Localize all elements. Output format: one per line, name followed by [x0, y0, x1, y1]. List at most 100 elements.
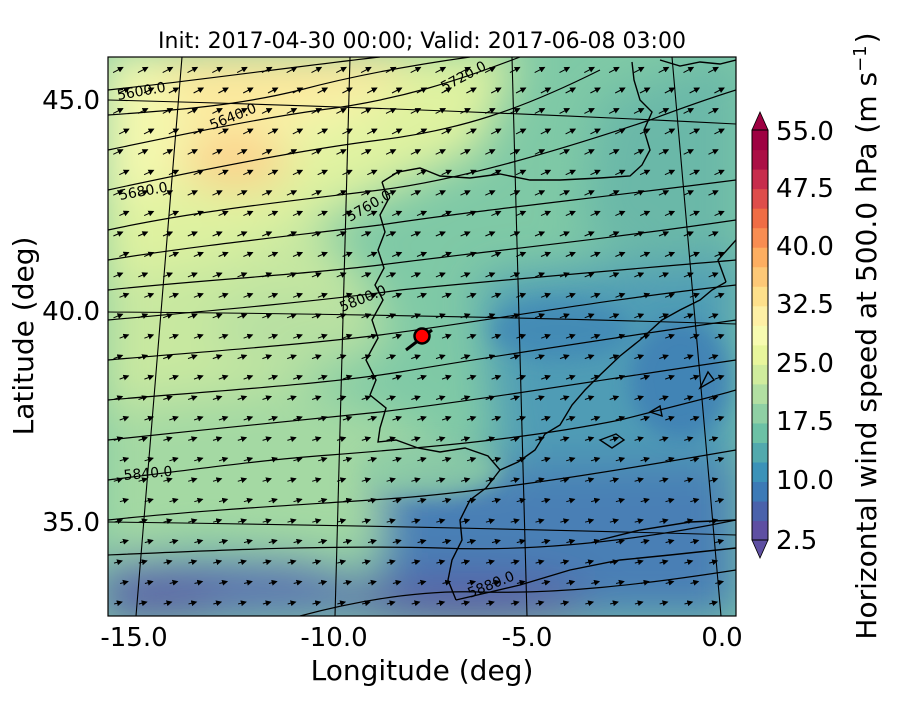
- wind-arrow: [461, 600, 471, 607]
- wind-arrow: [541, 579, 551, 586]
- wind-arrow: [491, 415, 502, 422]
- wind-arrow: [664, 87, 676, 94]
- wind-arrow: [169, 579, 179, 586]
- wind-arrow: [361, 190, 372, 196]
- wind-arrow: [584, 66, 595, 74]
- wind-arrow: [168, 210, 180, 217]
- wind-arrow: [590, 292, 601, 299]
- wind-arrow: [410, 149, 422, 155]
- wind-arrow: [242, 87, 254, 94]
- wind-arrow: [584, 436, 595, 443]
- wind-arrow: [218, 374, 229, 381]
- wind-arrow: [342, 87, 353, 94]
- wind-arrow: [336, 66, 347, 74]
- wind-arrow: [441, 210, 452, 217]
- wind-arrow: [708, 149, 719, 155]
- wind-arrow: [243, 374, 254, 381]
- wind-arrow: [188, 559, 198, 566]
- wind-arrow: [540, 169, 552, 176]
- wind-arrow: [466, 456, 477, 463]
- wind-arrow: [590, 333, 601, 340]
- wind-arrow: [162, 108, 174, 114]
- wind-arrow: [416, 210, 428, 217]
- colorbar-segment: [752, 461, 768, 483]
- wind-arrow: [311, 190, 323, 196]
- wind-arrow: [162, 66, 174, 74]
- wind-arrow: [534, 108, 546, 114]
- wind-arrow: [311, 354, 322, 360]
- wind-arrow: [168, 169, 180, 176]
- wind-arrow: [416, 251, 428, 258]
- wind-arrow: [188, 600, 198, 607]
- wind-arrow: [565, 333, 576, 340]
- wind-arrow: [193, 374, 204, 381]
- wind-arrow: [317, 251, 328, 258]
- wind-arrow: [590, 169, 601, 176]
- wind-arrow: [261, 66, 273, 74]
- wind-arrow: [392, 415, 403, 422]
- wind-arrow: [243, 538, 253, 545]
- wind-arrow: [690, 579, 700, 586]
- wind-arrow: [392, 374, 403, 381]
- wind-arrow: [609, 600, 619, 607]
- wind-arrow: [609, 231, 620, 237]
- wind-arrow: [361, 518, 372, 525]
- wind-arrow: [509, 108, 521, 114]
- wind-arrow: [565, 128, 577, 135]
- wind-arrow: [714, 456, 725, 463]
- wind-arrow: [640, 333, 651, 340]
- wind-arrow: [318, 579, 328, 586]
- colorbar-label: Horizontal wind speed at 500.0 hPa (m s−…: [850, 32, 884, 639]
- wind-arrow: [261, 190, 273, 196]
- wind-arrow: [665, 579, 675, 586]
- wind-arrow: [634, 477, 644, 484]
- wind-arrow: [535, 395, 545, 401]
- wind-arrow: [237, 395, 248, 401]
- wind-arrow: [633, 149, 645, 155]
- wind-arrow: [119, 251, 130, 258]
- wind-arrow: [292, 128, 304, 135]
- wind-arrow: [267, 128, 279, 135]
- wind-arrow: [535, 477, 545, 484]
- wind-arrow: [367, 169, 378, 176]
- wind-arrow: [188, 518, 198, 525]
- wind-arrow: [609, 518, 620, 525]
- wind-arrow: [640, 251, 651, 258]
- wind-arrow: [336, 231, 347, 237]
- wind-arrow: [442, 579, 452, 586]
- wind-arrow: [441, 128, 453, 135]
- wind-arrow: [243, 456, 254, 463]
- wind-arrow: [187, 354, 198, 360]
- colorbar-tick-40: 40.0: [776, 232, 834, 262]
- wind-arrow: [510, 600, 520, 607]
- wind-arrow: [708, 313, 719, 319]
- wind-arrow: [410, 272, 422, 278]
- wind-arrow: [411, 395, 421, 401]
- wind-arrow: [460, 518, 471, 525]
- wind-arrow: [417, 415, 427, 422]
- wind-arrow: [609, 559, 619, 566]
- wind-arrow: [317, 87, 329, 94]
- wind-arrow: [684, 600, 694, 607]
- wind-arrow: [287, 477, 297, 484]
- wind-arrow: [435, 395, 446, 401]
- wind-arrow: [119, 415, 130, 422]
- wind-arrow: [392, 292, 403, 299]
- wind-arrow: [261, 108, 273, 114]
- wind-arrow: [442, 456, 452, 463]
- wind-arrow: [634, 395, 645, 401]
- wind-arrow: [684, 477, 694, 484]
- wind-arrow: [292, 210, 304, 217]
- wind-arrow: [516, 579, 526, 586]
- wind-arrow: [709, 600, 719, 607]
- wind-arrow: [361, 477, 372, 484]
- wind-arrow: [416, 87, 428, 94]
- wind-arrow: [541, 415, 551, 422]
- wind-arrow: [485, 272, 496, 278]
- wind-arrow: [436, 600, 446, 607]
- wind-arrow: [262, 436, 272, 443]
- wind-arrow: [243, 497, 254, 504]
- wind-arrow: [287, 436, 297, 443]
- wind-arrow: [540, 292, 552, 299]
- wind-arrow: [243, 210, 254, 217]
